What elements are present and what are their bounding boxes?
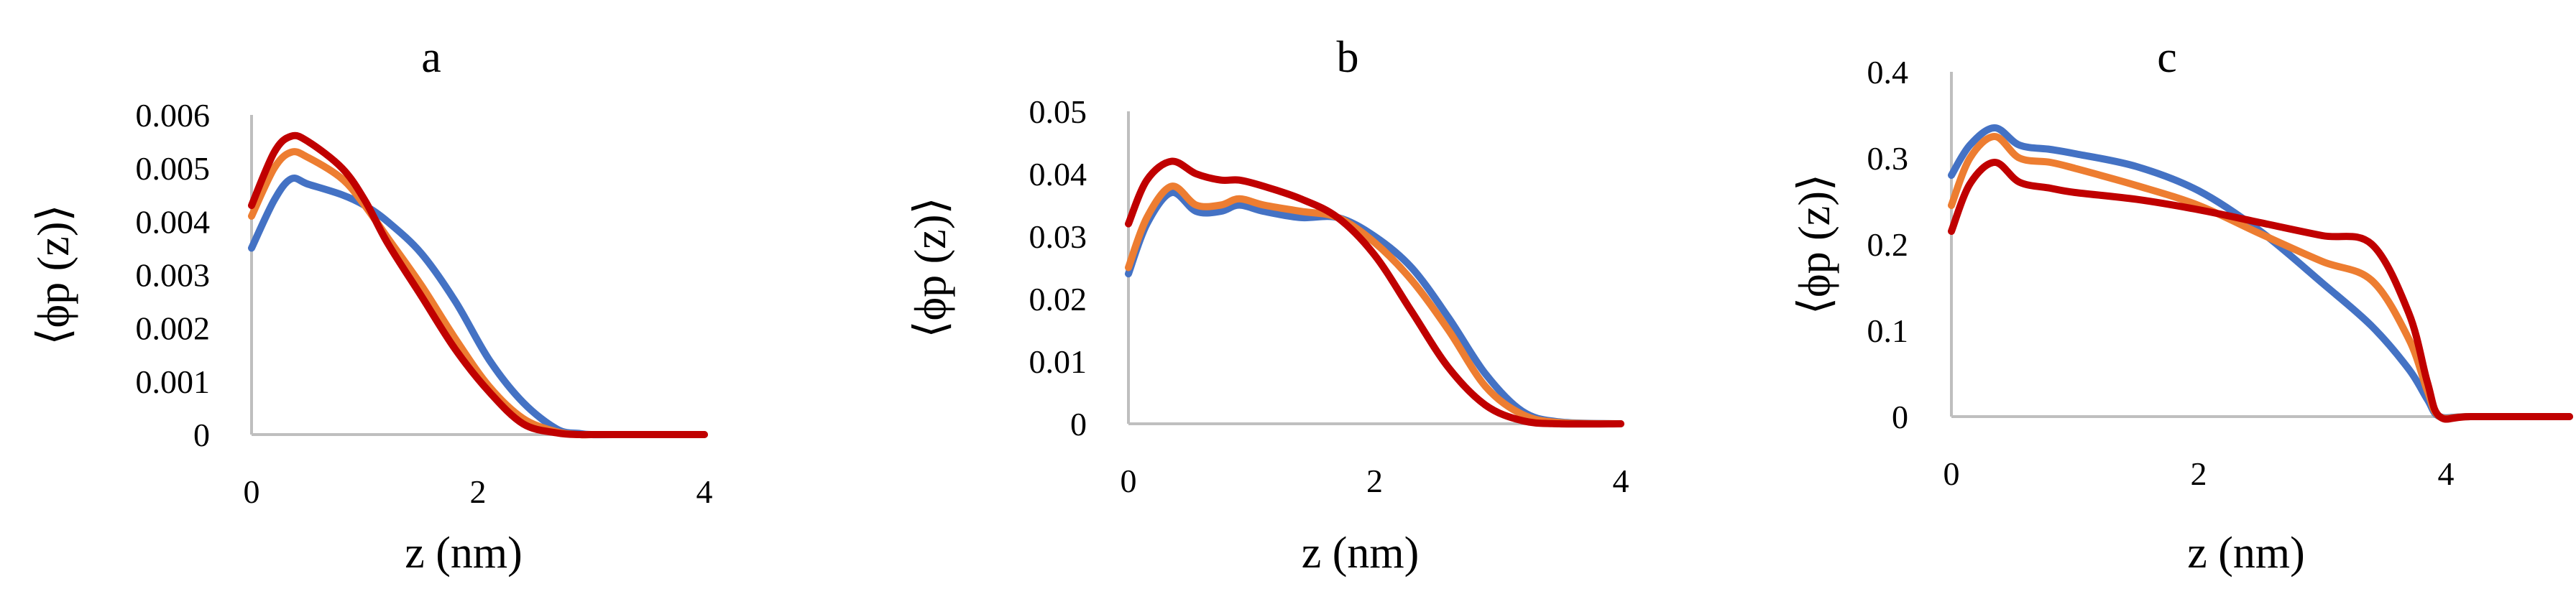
series-red-line xyxy=(1948,159,2573,423)
y-tick-label: 0.004 xyxy=(136,203,211,240)
panel-b: b 0 0.01 0.02 0.03 0.04 0.05 0 2 4 z (nm) ⟨ϕp (z)⟩ xyxy=(906,33,1629,578)
panel-a: a 0 0.001 0.002 0.003 0.004 0.005 0.006 0 2 4 z (nm… xyxy=(29,33,713,578)
x-tick-label: 0 xyxy=(244,473,260,510)
panel-c: c 0 0.1 0.2 0.3 0.4 0 2 4 z (nm) ⟨ϕp (z)⟩ xyxy=(1790,33,2573,578)
y-tick-label: 0.3 xyxy=(1867,140,1909,177)
series-blue-line xyxy=(1948,124,2573,422)
x-tick-label: 4 xyxy=(696,473,713,510)
series-blue-line xyxy=(1125,189,1624,427)
x-axis-title: z (nm) xyxy=(1302,529,1420,578)
y-tick-label: 0 xyxy=(1892,399,1908,435)
series-orange-line xyxy=(248,148,708,439)
y-tick-label: 0.2 xyxy=(1867,226,1909,263)
x-tick-label: 2 xyxy=(2191,455,2207,492)
y-tick-label: 0 xyxy=(193,417,210,453)
x-tick-label: 2 xyxy=(1366,463,1383,499)
y-axis-title: ⟨ϕp (z)⟩ xyxy=(29,204,78,345)
y-tick-label: 0.04 xyxy=(1029,156,1087,193)
y-axis-title: ⟨ϕp (z)⟩ xyxy=(906,197,955,338)
y-tick-label: 0.4 xyxy=(1867,54,1909,91)
series-red-line xyxy=(1125,157,1624,428)
panel-title: a xyxy=(421,33,441,82)
y-tick-label: 0.02 xyxy=(1029,281,1087,317)
panel-title: c xyxy=(2157,33,2177,82)
y-tick-label: 0.002 xyxy=(136,310,211,347)
series-orange-line xyxy=(1125,182,1624,427)
x-tick-label: 4 xyxy=(2438,455,2455,492)
y-tick-label: 0.003 xyxy=(136,257,211,294)
x-tick-label: 2 xyxy=(470,473,487,510)
x-tick-label: 0 xyxy=(1944,455,1960,492)
y-tick-label: 0.006 xyxy=(136,97,211,134)
x-tick-label: 4 xyxy=(1613,463,1629,499)
y-tick-label: 0.001 xyxy=(136,363,211,400)
y-tick-label: 0.005 xyxy=(136,150,211,187)
panel-title: b xyxy=(1337,33,1359,82)
y-tick-label: 0.1 xyxy=(1867,312,1909,349)
x-axis-title: z (nm) xyxy=(2187,529,2305,578)
x-tick-label: 0 xyxy=(1121,463,1137,499)
series-red-line xyxy=(248,131,708,439)
y-tick-label: 0 xyxy=(1070,406,1087,442)
series-orange-line xyxy=(1948,133,2573,422)
y-tick-label: 0.01 xyxy=(1029,343,1087,380)
y-tick-label: 0.05 xyxy=(1029,93,1087,130)
x-axis-title: z (nm) xyxy=(405,529,523,578)
series-blue-line xyxy=(248,175,708,439)
y-tick-label: 0.03 xyxy=(1029,218,1087,255)
y-axis-title: ⟨ϕp (z)⟩ xyxy=(1790,174,1839,315)
